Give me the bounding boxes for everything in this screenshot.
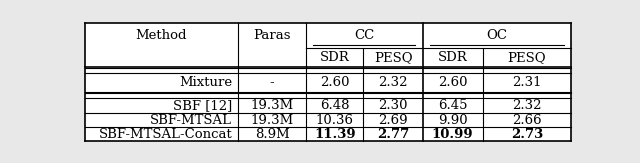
Text: PESQ: PESQ [374,51,412,64]
Text: SBF-MTSAL-Concat: SBF-MTSAL-Concat [99,128,232,141]
Text: 2.32: 2.32 [378,76,408,89]
Text: SDR: SDR [438,51,468,64]
Text: 2.73: 2.73 [511,128,543,141]
Text: CC: CC [355,29,374,42]
Text: Method: Method [136,29,188,42]
Text: Paras: Paras [253,29,291,42]
Text: 10.36: 10.36 [316,114,354,126]
Text: OC: OC [486,29,508,42]
Text: -: - [270,76,275,89]
Text: 2.60: 2.60 [320,76,349,89]
Text: 2.66: 2.66 [512,114,541,126]
Text: 19.3M: 19.3M [250,99,294,112]
Text: 2.77: 2.77 [377,128,409,141]
Text: 2.60: 2.60 [438,76,467,89]
Text: SDR: SDR [320,51,349,64]
Text: SBF [12]: SBF [12] [173,99,232,112]
Text: 6.48: 6.48 [320,99,349,112]
Text: 10.99: 10.99 [432,128,474,141]
Text: 8.9M: 8.9M [255,128,289,141]
Text: 9.90: 9.90 [438,114,467,126]
Text: PESQ: PESQ [508,51,546,64]
Text: SBF-MTSAL: SBF-MTSAL [150,114,232,126]
Text: Mixture: Mixture [179,76,232,89]
Text: 19.3M: 19.3M [250,114,294,126]
Text: 6.45: 6.45 [438,99,467,112]
Text: 2.69: 2.69 [378,114,408,126]
Text: 11.39: 11.39 [314,128,356,141]
Text: 2.30: 2.30 [378,99,408,112]
Text: 2.31: 2.31 [512,76,541,89]
Text: 2.32: 2.32 [512,99,541,112]
